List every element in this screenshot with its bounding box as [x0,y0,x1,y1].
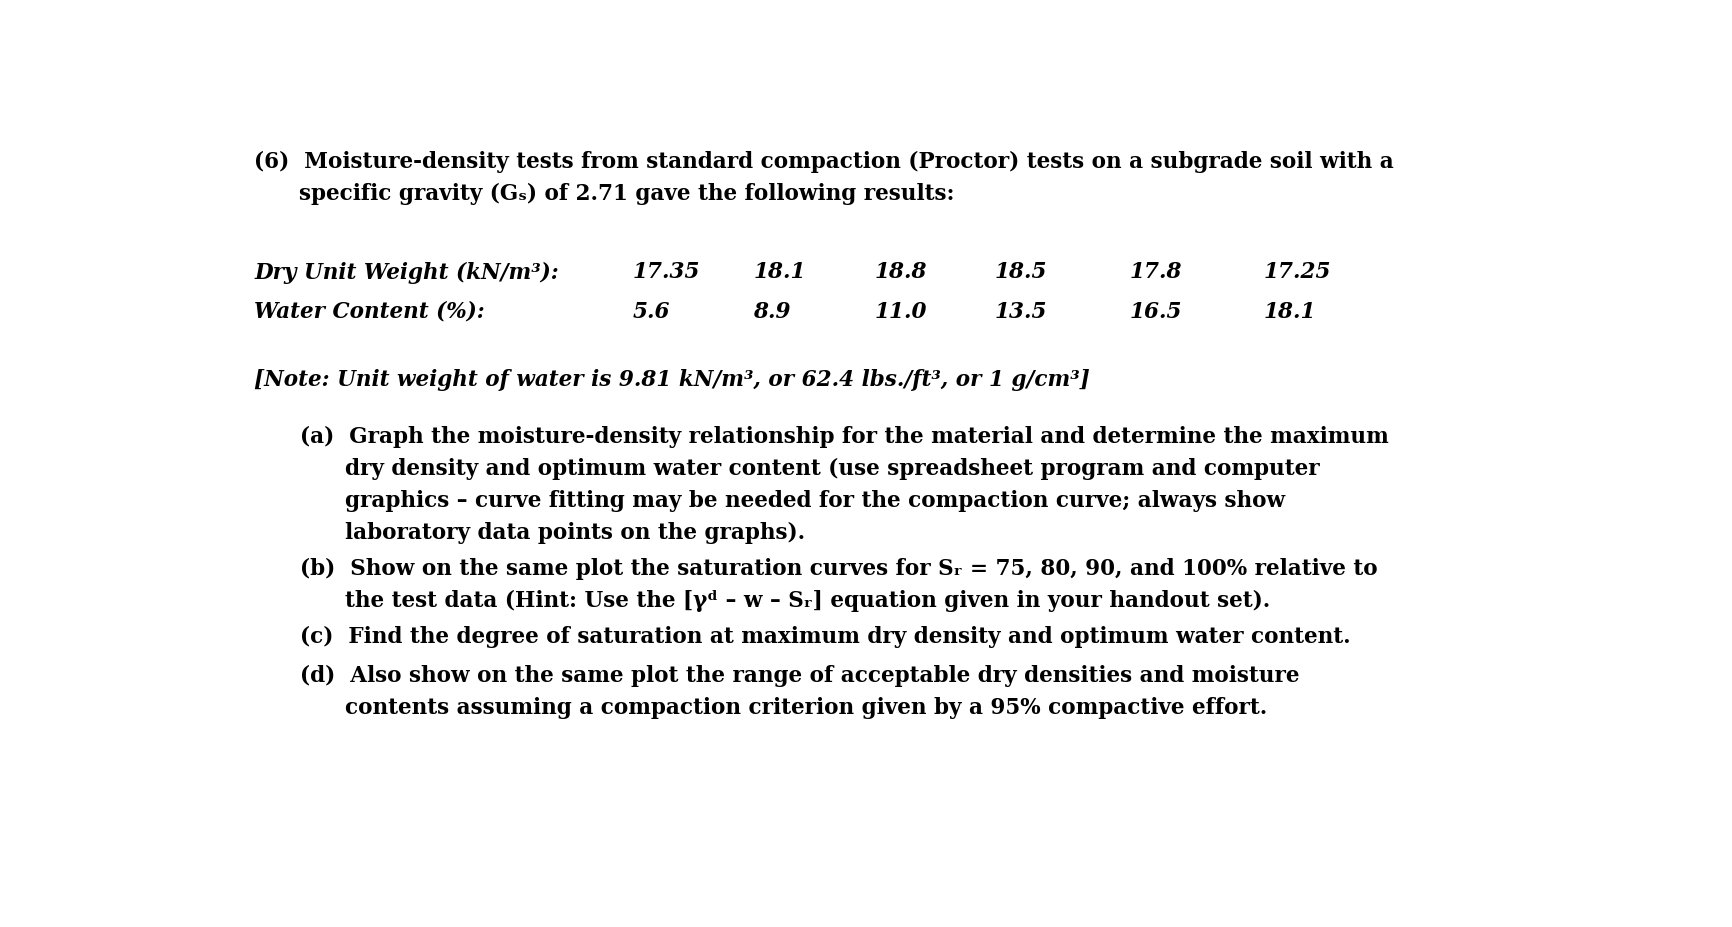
Text: (d)  Also show on the same plot the range of acceptable dry densities and moistu: (d) Also show on the same plot the range… [300,665,1299,687]
Text: 18.1: 18.1 [1263,300,1316,323]
Text: 16.5: 16.5 [1129,300,1181,323]
Text: specific gravity (Gₛ) of 2.71 gave the following results:: specific gravity (Gₛ) of 2.71 gave the f… [255,183,954,205]
Text: contents assuming a compaction criterion given by a 95% compactive effort.: contents assuming a compaction criterion… [300,696,1268,718]
Text: (b)  Show on the same plot the saturation curves for Sᵣ = 75, 80, 90, and 100% r: (b) Show on the same plot the saturation… [300,557,1377,579]
Text: laboratory data points on the graphs).: laboratory data points on the graphs). [300,522,805,544]
Text: 18.5: 18.5 [994,261,1048,283]
Text: 18.8: 18.8 [875,261,927,283]
Text: Dry Unit Weight (kN/m³):: Dry Unit Weight (kN/m³): [255,261,559,284]
Text: 17.35: 17.35 [632,261,700,283]
Text: Water Content (%):: Water Content (%): [255,300,485,323]
Text: [Note: Unit weight of water is 9.81 kN/m³, or 62.4 lbs./ft³, or 1 g/cm³]: [Note: Unit weight of water is 9.81 kN/m… [255,368,1089,390]
Text: 13.5: 13.5 [994,300,1048,323]
Text: graphics – curve fitting may be needed for the compaction curve; always show: graphics – curve fitting may be needed f… [300,489,1285,512]
Text: 11.0: 11.0 [875,300,927,323]
Text: the test data (Hint: Use the [γᵈ – w – Sᵣ] equation given in your handout set).: the test data (Hint: Use the [γᵈ – w – S… [300,590,1270,612]
Text: 5.6: 5.6 [632,300,670,323]
Text: (6)  Moisture-density tests from standard compaction (Proctor) tests on a subgra: (6) Moisture-density tests from standard… [255,150,1394,172]
Text: (c)  Find the degree of saturation at maximum dry density and optimum water cont: (c) Find the degree of saturation at max… [300,625,1351,647]
Text: 17.25: 17.25 [1263,261,1330,283]
Text: (a)  Graph the moisture-density relationship for the material and determine the : (a) Graph the moisture-density relations… [300,425,1389,448]
Text: 8.9: 8.9 [753,300,792,323]
Text: 17.8: 17.8 [1129,261,1181,283]
Text: dry density and optimum water content (use spreadsheet program and computer: dry density and optimum water content (u… [300,457,1320,479]
Text: 18.1: 18.1 [753,261,805,283]
